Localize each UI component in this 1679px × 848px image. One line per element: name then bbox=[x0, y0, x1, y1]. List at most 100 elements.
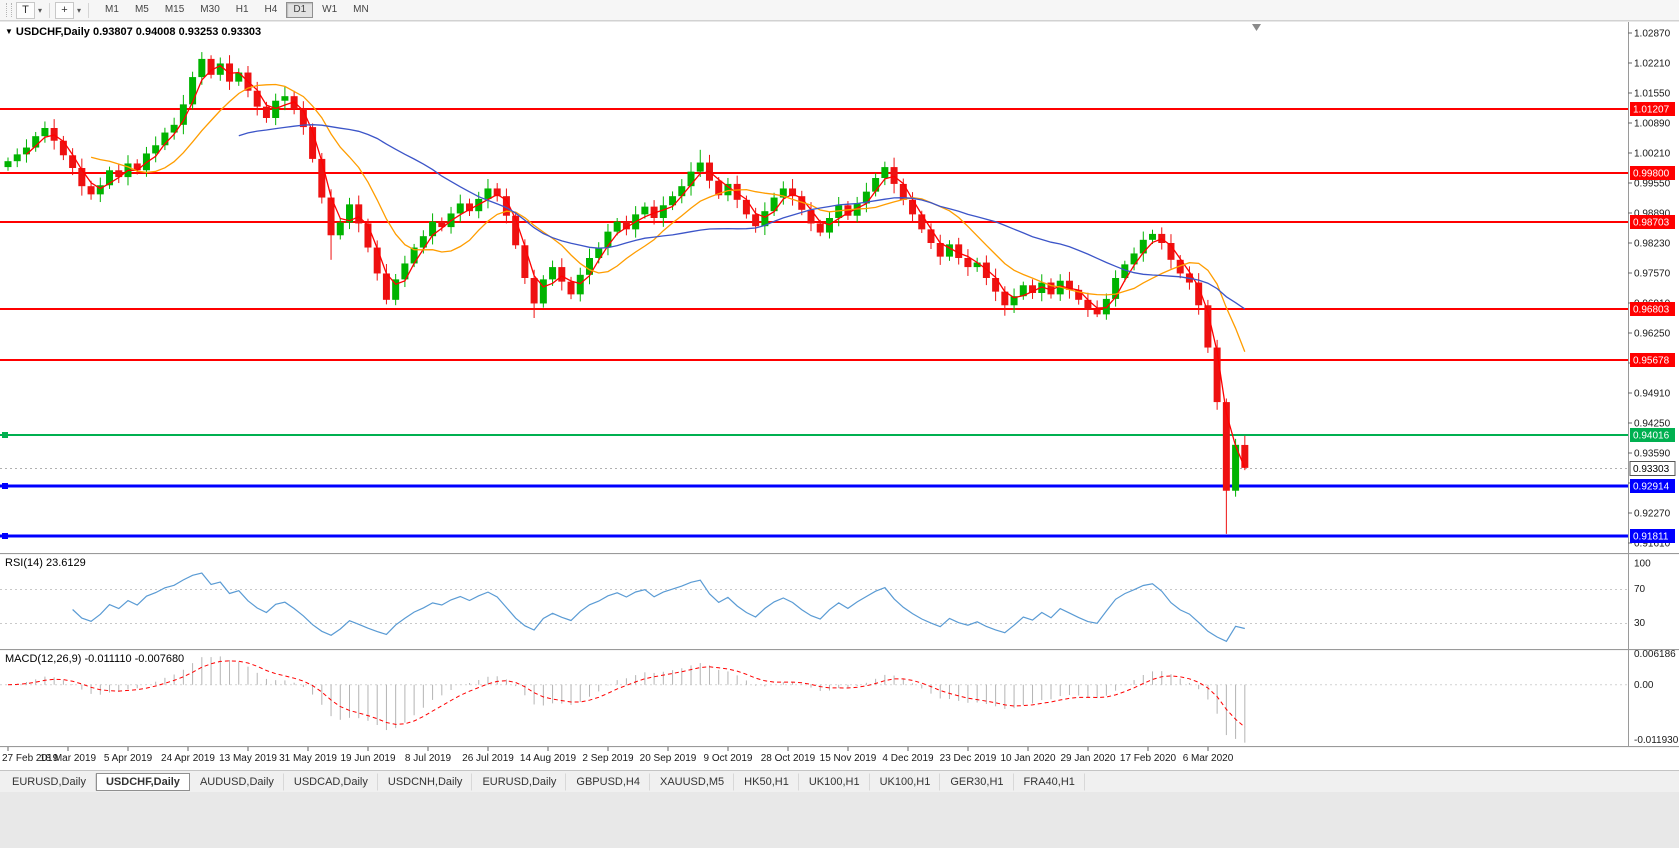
candle-body bbox=[22, 147, 30, 155]
time-label: 19 Jun 2019 bbox=[340, 753, 395, 764]
text-tool-button[interactable]: T bbox=[16, 1, 35, 19]
candle-body bbox=[1167, 243, 1175, 260]
candle-body bbox=[253, 90, 261, 107]
timeframe-button-D1[interactable]: D1 bbox=[286, 2, 314, 18]
macd-indicator-values: -0.011110 -0.007680 bbox=[84, 653, 185, 665]
price-tick-label: 1.00890 bbox=[1634, 119, 1671, 130]
candle-body bbox=[1038, 282, 1046, 293]
rsi-axis-label: 100 bbox=[1634, 559, 1651, 570]
price-tick-label: 0.91610 bbox=[1634, 539, 1671, 550]
macd-signal-line bbox=[7, 660, 1246, 728]
price-tick-label: 1.02210 bbox=[1634, 59, 1671, 70]
candle-body bbox=[890, 167, 898, 184]
time-label: 6 Mar 2020 bbox=[1183, 753, 1234, 764]
timeframe-button-M5[interactable]: M5 bbox=[128, 2, 156, 18]
price-badge[interactable] bbox=[1630, 166, 1675, 180]
candle-body bbox=[1075, 289, 1083, 300]
price-badge[interactable] bbox=[1630, 529, 1675, 543]
candle-body bbox=[69, 155, 77, 168]
time-label: 9 Oct 2019 bbox=[704, 753, 753, 764]
hline-handle[interactable] bbox=[2, 432, 8, 438]
chart-tab[interactable]: USDCAD,Daily bbox=[284, 772, 378, 791]
timeframe-button-M15[interactable]: M15 bbox=[158, 2, 191, 18]
chart-canvas[interactable]: 1.02870 1.02210 1.01550 1.00890 1.00210 0.995… bbox=[0, 22, 1679, 770]
price-badge[interactable] bbox=[1629, 461, 1676, 476]
chart-tab[interactable]: UK100,H1 bbox=[799, 772, 870, 791]
candle-body bbox=[687, 171, 695, 187]
candle-body bbox=[1019, 285, 1027, 297]
ma-line-26 bbox=[238, 124, 1246, 310]
ma-line-3 bbox=[26, 64, 1246, 469]
hline-handle[interactable] bbox=[2, 533, 8, 539]
chart-tab[interactable]: EURUSD,Daily bbox=[472, 772, 567, 791]
candle-body bbox=[742, 199, 750, 215]
candle-body bbox=[1093, 309, 1101, 315]
candle-body bbox=[973, 262, 981, 268]
candle-body bbox=[899, 183, 907, 200]
chart-tab[interactable]: EURUSD,Daily bbox=[2, 772, 96, 791]
right-shift-marker[interactable] bbox=[1252, 24, 1261, 31]
chart-tab[interactable]: FRA40,H1 bbox=[1014, 772, 1085, 791]
candle-body bbox=[512, 215, 520, 246]
chart-tab[interactable]: HK50,H1 bbox=[734, 772, 799, 791]
timeframe-button-M30[interactable]: M30 bbox=[193, 2, 226, 18]
chart-title: USDCHF,Daily bbox=[15, 26, 90, 38]
dropdown-caret-icon[interactable]: ▾ bbox=[77, 5, 82, 15]
time-label: 27 Feb 2019 bbox=[2, 753, 59, 764]
candle-body bbox=[318, 158, 326, 198]
candle-body bbox=[41, 128, 49, 137]
candle-body bbox=[1241, 444, 1249, 468]
candle-body bbox=[936, 243, 944, 257]
crosshair-tool-button[interactable]: + bbox=[55, 1, 75, 19]
dropdown-caret-icon[interactable]: ▾ bbox=[38, 5, 43, 15]
price-badge[interactable] bbox=[1630, 428, 1675, 442]
candle-body bbox=[1222, 402, 1230, 491]
candle-body bbox=[1176, 259, 1184, 274]
candle-body bbox=[835, 205, 843, 218]
candle-body bbox=[355, 204, 363, 224]
collapse-arrow-icon[interactable]: ▼ bbox=[5, 27, 13, 36]
toolbar-grip[interactable] bbox=[6, 3, 12, 17]
chart-tab[interactable]: GBPUSD,H4 bbox=[566, 772, 650, 791]
candle-body bbox=[419, 236, 427, 248]
candle-body bbox=[816, 223, 824, 233]
candle-body bbox=[872, 178, 880, 192]
candle-body bbox=[761, 211, 769, 227]
chart-tab[interactable]: GER30,H1 bbox=[940, 772, 1014, 791]
price-badge[interactable] bbox=[1630, 215, 1675, 229]
macd-axis-max: 0.006186 bbox=[1634, 649, 1676, 660]
timeframe-button-H1[interactable]: H1 bbox=[229, 2, 256, 18]
price-tick-label: 0.99550 bbox=[1634, 179, 1671, 190]
timeframe-button-H4[interactable]: H4 bbox=[258, 2, 285, 18]
price-badge-label: 0.98703 bbox=[1633, 218, 1670, 229]
chart-tab[interactable]: XAUUSD,M5 bbox=[650, 772, 735, 791]
candle-body bbox=[982, 262, 990, 278]
toolbar: T ▾ + ▾ M1 M5 M15 M30 H1 H4 D1 W1 MN bbox=[0, 0, 1679, 21]
price-badge[interactable] bbox=[1630, 479, 1675, 493]
candle-body bbox=[844, 205, 852, 216]
candle-body bbox=[281, 96, 289, 101]
rsi-pane-label: RSI(14) 23.6129 bbox=[5, 557, 86, 569]
price-badge-label: 0.91811 bbox=[1633, 532, 1669, 543]
timeframe-button-M1[interactable]: M1 bbox=[98, 2, 126, 18]
candle-body bbox=[1121, 264, 1129, 278]
candle-body bbox=[1112, 278, 1120, 299]
candle-body bbox=[309, 127, 317, 159]
price-badge-label: 0.92914 bbox=[1633, 482, 1670, 493]
time-label: 18 Mar 2019 bbox=[40, 753, 97, 764]
candle-body bbox=[862, 191, 870, 204]
price-badge[interactable] bbox=[1630, 102, 1675, 116]
price-badge[interactable] bbox=[1630, 353, 1675, 367]
timeframe-button-W1[interactable]: W1 bbox=[315, 2, 344, 18]
time-label: 10 Jan 2020 bbox=[1000, 753, 1055, 764]
candle-body bbox=[1065, 280, 1073, 290]
chart-tab[interactable]: AUDUSD,Daily bbox=[190, 772, 284, 791]
price-badge-label: 0.95678 bbox=[1633, 356, 1670, 367]
timeframe-button-MN[interactable]: MN bbox=[346, 2, 376, 18]
hline-handle[interactable] bbox=[2, 483, 8, 489]
chart-tab[interactable]: USDCHF,Daily bbox=[95, 772, 190, 791]
chart-tab[interactable]: USDCNH,Daily bbox=[378, 772, 473, 791]
price-badge[interactable] bbox=[1630, 302, 1675, 316]
chart-tab[interactable]: UK100,H1 bbox=[870, 772, 941, 791]
price-tick-label: 1.01550 bbox=[1634, 89, 1671, 100]
